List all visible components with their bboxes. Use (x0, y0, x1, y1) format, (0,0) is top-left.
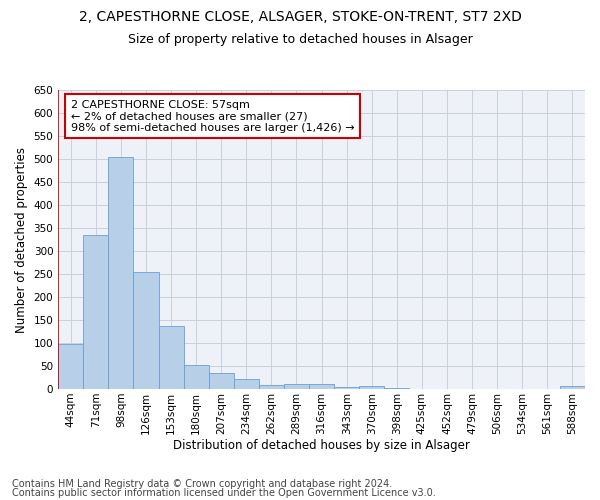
Bar (83, 235, 109, 389)
Y-axis label: Number of detached properties: Number of detached properties (15, 147, 28, 333)
Bar (560, 386, 585, 389)
Bar (334, 387, 359, 389)
Text: 2 CAPESTHORNE CLOSE: 57sqm
← 2% of detached houses are smaller (27)
98% of semi-: 2 CAPESTHORNE CLOSE: 57sqm ← 2% of detac… (71, 100, 355, 133)
Bar (259, 386, 284, 389)
Text: 2, CAPESTHORNE CLOSE, ALSAGER, STOKE-ON-TRENT, ST7 2XD: 2, CAPESTHORNE CLOSE, ALSAGER, STOKE-ON-… (79, 10, 521, 24)
Bar (284, 384, 309, 389)
Text: Size of property relative to detached houses in Alsager: Size of property relative to detached ho… (128, 32, 472, 46)
Text: Contains public sector information licensed under the Open Government Licence v3: Contains public sector information licen… (12, 488, 436, 498)
Bar (234, 380, 259, 389)
Bar (385, 388, 409, 389)
Bar (209, 372, 234, 389)
Bar (58, 344, 83, 389)
Bar (158, 326, 184, 389)
Text: Contains HM Land Registry data © Crown copyright and database right 2024.: Contains HM Land Registry data © Crown c… (12, 479, 392, 489)
Bar (184, 364, 209, 389)
Bar (109, 157, 133, 389)
Bar (309, 384, 334, 389)
X-axis label: Distribution of detached houses by size in Alsager: Distribution of detached houses by size … (173, 440, 470, 452)
Bar (133, 272, 158, 389)
Bar (359, 386, 385, 389)
